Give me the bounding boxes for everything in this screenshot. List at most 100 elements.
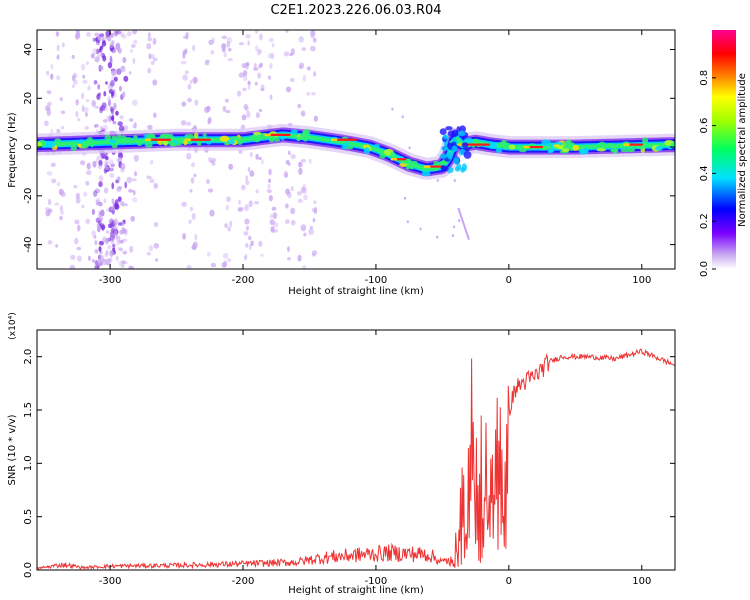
ridge-blotch [253, 136, 261, 143]
ridge-blotch [655, 145, 664, 151]
noise-speck [81, 63, 86, 71]
noise-speck [285, 86, 292, 93]
noise-speck [117, 196, 122, 202]
noise-speck [91, 259, 96, 263]
colorbar-tick-label: 0.6 [699, 118, 710, 134]
noise-speck [118, 240, 124, 244]
noise-speck [111, 198, 115, 205]
ridge-blotch [226, 139, 236, 145]
noise-speck [269, 62, 273, 70]
noise-speck [122, 250, 128, 255]
noise-speck [268, 194, 273, 202]
noise-speck [192, 76, 198, 84]
noise-speck [121, 228, 127, 234]
noise-speck [46, 90, 52, 95]
disturbance-blob [441, 146, 448, 152]
noise-speck [249, 170, 255, 177]
noise-speck [76, 224, 81, 232]
noise-speck [301, 264, 307, 269]
noise-speck [285, 188, 291, 195]
ridge-blotch [193, 132, 199, 139]
noise-speck [132, 99, 138, 106]
noise-speck [73, 79, 78, 86]
ridge-blotch [196, 141, 202, 146]
noise-speck [101, 259, 105, 263]
noise-speck [242, 87, 247, 92]
noise-speck [133, 39, 138, 45]
ridge-blotch [488, 142, 498, 150]
noise-speck [259, 108, 262, 112]
noise-speck [285, 30, 289, 33]
noise-speck [246, 225, 249, 231]
noise-speck [181, 201, 187, 208]
ridge-blotch [121, 135, 127, 141]
noise-speck [109, 80, 115, 87]
ridge-layer [37, 133, 675, 171]
noise-speck [241, 184, 246, 191]
noise-speck [94, 123, 100, 128]
noise-speck [287, 150, 291, 156]
noise-speck [76, 255, 82, 262]
noise-speck [113, 48, 116, 54]
disturbance-blob [464, 146, 470, 152]
noise-speck [267, 75, 272, 80]
noise-speck [111, 69, 116, 76]
ridge-blotch [421, 170, 431, 177]
noise-speck [226, 258, 232, 263]
y-tick-label: 2.0 [23, 349, 34, 365]
noise-speck [298, 36, 305, 43]
noise-speck [117, 69, 121, 74]
noise-speck [132, 189, 136, 196]
ridge-blotch [636, 145, 645, 150]
noise-speck [261, 159, 264, 165]
noise-speck [108, 159, 114, 165]
disturbance-blob [451, 129, 459, 138]
noise-speck [271, 206, 277, 211]
noise-speck [257, 49, 261, 57]
noise-speck [85, 111, 88, 118]
noise-speck [180, 120, 187, 126]
ridge-blotch [430, 167, 439, 172]
noise-speck [313, 115, 318, 122]
noise-speck [248, 235, 252, 241]
noise-speck [86, 162, 91, 170]
ridge-blotch [169, 142, 177, 147]
noise-speck [94, 56, 100, 63]
noise-speck [69, 264, 76, 269]
noise-speck [238, 149, 243, 154]
noise-speck [60, 110, 66, 115]
disturbance-blob [440, 165, 449, 172]
noise-speck [247, 83, 251, 91]
noise-speck [225, 204, 229, 211]
noise-speck [210, 49, 215, 55]
noise-speck [105, 81, 108, 85]
noise-speck [270, 226, 275, 233]
noise-speck [457, 219, 461, 223]
noise-speck [98, 216, 104, 222]
noise-speck [113, 203, 120, 210]
noise-speck [62, 42, 65, 48]
noise-speck [75, 196, 81, 204]
noise-speck [181, 101, 187, 107]
ridge-blotch [405, 164, 411, 170]
noise-speck [184, 70, 189, 75]
noise-speck [271, 43, 275, 48]
ridge-blotch [186, 141, 193, 145]
noise-speck [248, 200, 253, 208]
noise-speck [182, 35, 188, 40]
noise-speck [128, 265, 133, 269]
noise-speck [245, 33, 251, 39]
snr-y-axis-label: SNR (10 * v/v) [7, 414, 18, 485]
noise-speck [50, 63, 54, 70]
noise-speck [153, 221, 159, 227]
ridge-blotch [598, 141, 607, 148]
noise-speck [121, 33, 127, 39]
noise-speck [207, 118, 211, 125]
noise-speck [102, 124, 108, 132]
noise-speck [222, 105, 227, 112]
noise-speck [297, 103, 302, 109]
noise-speck [290, 186, 294, 192]
noise-speck [226, 41, 231, 48]
noise-speck [71, 54, 75, 60]
